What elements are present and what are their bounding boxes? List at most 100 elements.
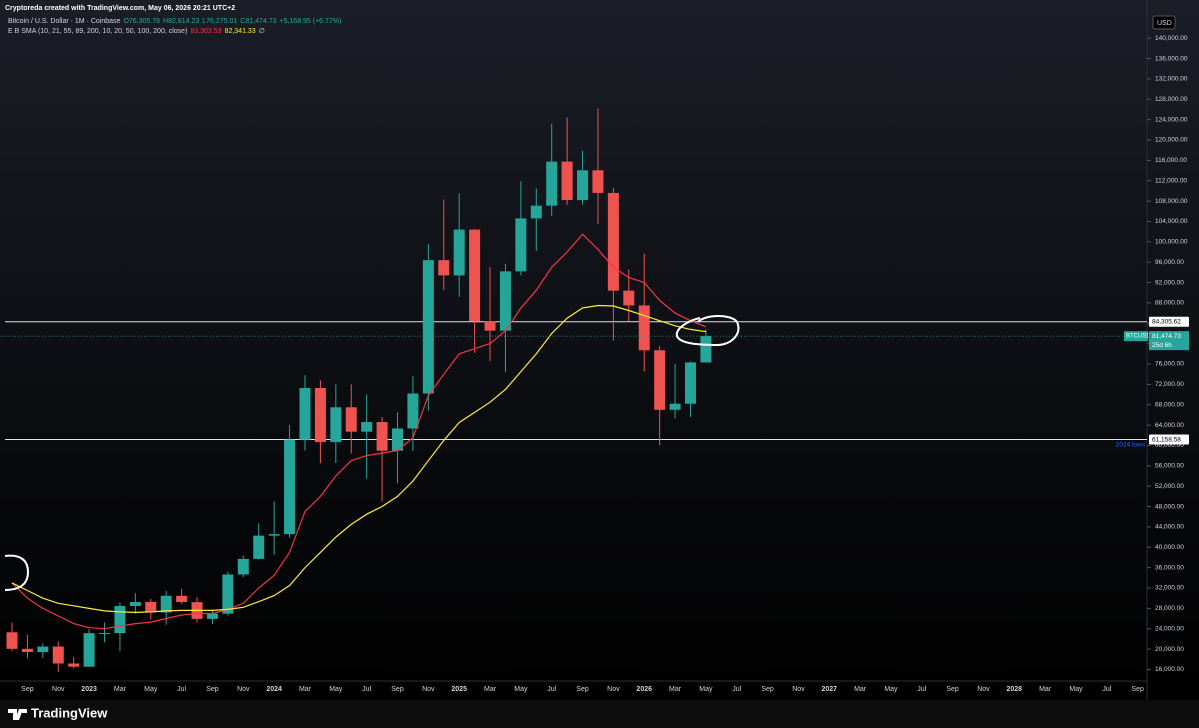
x-tick-label: Sep xyxy=(391,686,404,693)
level-label: 84,305.62 xyxy=(1152,318,1181,325)
candle-body xyxy=(21,648,33,652)
x-tick-label: 2027 xyxy=(821,686,837,693)
candle-body xyxy=(422,260,434,394)
candle-body xyxy=(515,218,527,272)
candle-body xyxy=(129,602,141,606)
candle-body xyxy=(607,192,619,291)
credit: Cryptoreda created with TradingView.com,… xyxy=(5,5,235,12)
candle-body xyxy=(469,229,481,322)
candle-body xyxy=(592,170,604,193)
candle-body xyxy=(700,336,712,363)
y-tick-label: 128,000.00 xyxy=(1155,96,1188,103)
y-tick-label: 32,000.00 xyxy=(1155,585,1184,592)
y-tick-label: 124,000.00 xyxy=(1155,116,1188,123)
annotation-circle xyxy=(675,315,740,347)
currency-box xyxy=(1152,15,1176,30)
x-tick-label: May xyxy=(1069,686,1083,693)
x-tick-label: May xyxy=(329,686,343,693)
level-note: 2024 lows xyxy=(1116,441,1146,448)
candle-body xyxy=(392,428,403,451)
x-tick-label: Mar xyxy=(114,686,127,693)
symbol: Bitcoin / U.S. Dollar · 1M · Coinbase O76… xyxy=(8,18,341,25)
background xyxy=(0,0,1199,700)
logo-mark xyxy=(8,709,27,720)
legend-value: E B SMA (10, 21, 55, 89, 200, 10, 20, 50… xyxy=(8,28,187,35)
currency: USD xyxy=(1157,20,1172,27)
x-tick-label: May xyxy=(514,686,528,693)
candle-body xyxy=(669,403,681,410)
ma-line xyxy=(11,233,707,630)
last-price-box xyxy=(1149,331,1189,351)
last-name-box xyxy=(1124,331,1148,342)
candle-body xyxy=(546,161,558,206)
y-tick-label: 120,000.00 xyxy=(1155,137,1188,144)
y-tick-label: 56,000.00 xyxy=(1155,463,1184,470)
candle-body xyxy=(160,595,172,613)
y-tick-label: 116,000.00 xyxy=(1155,157,1187,164)
x-tick-label: 2028 xyxy=(1007,686,1023,693)
legend-value: O76,305.78 xyxy=(123,18,160,25)
candle-body xyxy=(284,439,296,535)
y-tick-label: 96,000.00 xyxy=(1155,259,1184,266)
y-tick-label: 132,000.00 xyxy=(1155,76,1188,83)
candle-body xyxy=(330,407,342,443)
x-tick-label: Nov xyxy=(52,686,65,693)
x-tick-label: 2026 xyxy=(636,686,652,693)
y-tick-label: 76,000.00 xyxy=(1155,361,1184,368)
candle-body xyxy=(376,422,388,451)
candle-body xyxy=(52,646,64,664)
candle-body xyxy=(37,646,49,652)
candle-body xyxy=(114,605,126,634)
y-tick-label: 136,000.00 xyxy=(1155,55,1188,62)
y-tick-label: 40,000.00 xyxy=(1155,544,1184,551)
x-tick-label: Jul xyxy=(547,686,556,693)
y-tick-label: 68,000.00 xyxy=(1155,401,1184,408)
y-tick-label: 112,000.00 xyxy=(1155,177,1187,184)
x-tick-label: May xyxy=(699,686,713,693)
legend-value: +5,168.95 (+6.77%) xyxy=(279,18,341,25)
candle-body xyxy=(268,534,280,536)
x-tick-label: 2023 xyxy=(81,686,97,693)
y-tick-label: 108,000.00 xyxy=(1155,198,1188,205)
level-label-box xyxy=(1149,316,1189,327)
candle-body xyxy=(83,633,95,667)
x-tick-label: Sep xyxy=(1131,686,1144,693)
ma-line xyxy=(11,304,706,614)
x-tick-label: Mar xyxy=(1039,686,1052,693)
x-tick-label: May xyxy=(144,686,158,693)
candle-body xyxy=(253,535,265,559)
x-tick-label: Jul xyxy=(1102,686,1111,693)
level-label: 61,158.58 xyxy=(1152,436,1181,443)
legend: Bitcoin / U.S. Dollar · 1M · Coinbase O76… xyxy=(8,18,341,35)
x-tick-label: Nov xyxy=(237,686,250,693)
legend-value: C81,474.73 xyxy=(240,18,276,25)
candle-body xyxy=(530,205,542,219)
candle-body xyxy=(638,305,650,351)
annotation-circle xyxy=(4,554,30,591)
legend-value: ∅ xyxy=(259,28,265,35)
candle-body xyxy=(299,387,311,440)
y-tick-label: 60,000.00 xyxy=(1155,442,1184,449)
indicator: E B SMA (10, 21, 55, 89, 200, 10, 20, 50… xyxy=(8,28,265,35)
candle-body xyxy=(345,407,357,432)
y-tick-label: 16,000.00 xyxy=(1155,666,1184,673)
candle-body xyxy=(499,271,511,331)
candle-body xyxy=(654,350,666,410)
x-tick-label: Mar xyxy=(484,686,497,693)
legend-value: L76,275.01 xyxy=(202,18,237,25)
x-tick-label: Nov xyxy=(792,686,805,693)
candle-body xyxy=(438,260,450,276)
candle-body xyxy=(68,663,80,667)
candle-body xyxy=(237,558,249,575)
plot xyxy=(0,108,1147,673)
countdown: 25d 6h xyxy=(1152,342,1172,349)
last-price-label: 81,474.73 xyxy=(1152,333,1181,340)
x-tick-label: Jul xyxy=(362,686,371,693)
y-tick-label: 44,000.00 xyxy=(1155,524,1184,531)
legend-value: 82,341.33 xyxy=(225,28,256,35)
x-tick-label: Sep xyxy=(576,686,589,693)
candle-body xyxy=(561,161,573,201)
candle-body xyxy=(361,422,373,432)
y-tick-label: 36,000.00 xyxy=(1155,564,1184,571)
